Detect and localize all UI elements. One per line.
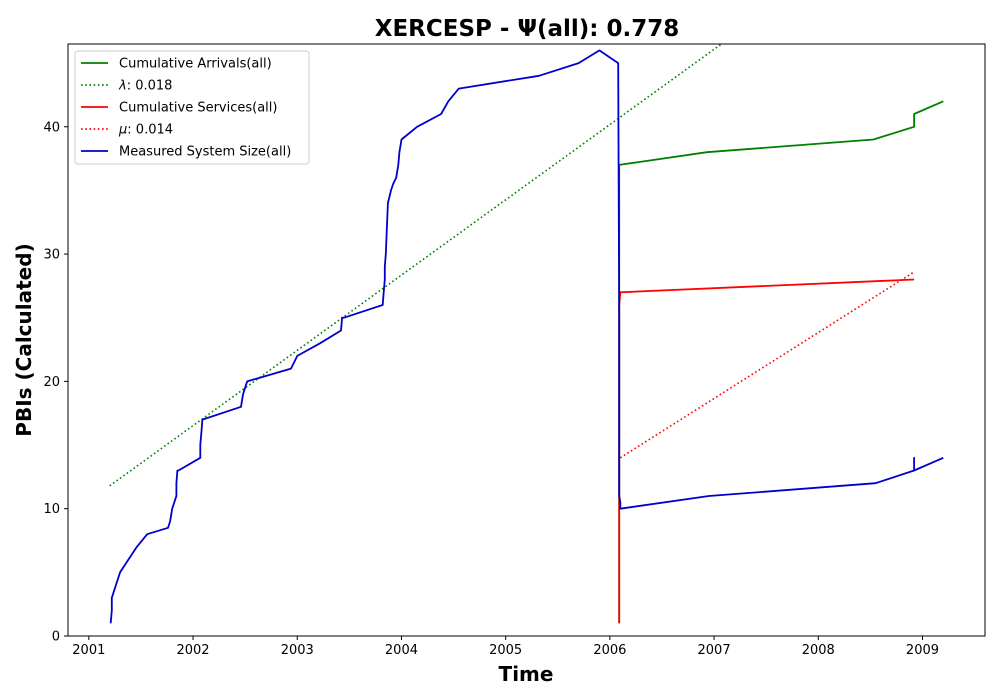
y-axis: 0 10 20 30 40 (43, 120, 68, 645)
legend: Cumulative Arrivals(all) λ: 0.018 Cumulati… (74, 50, 310, 165)
x-axis-title: Time (499, 662, 554, 686)
y-tick-label: 30 (43, 248, 60, 263)
legend-box (74, 50, 310, 165)
x-tick-label: 2003 (281, 643, 314, 658)
legend-label-2: λ: 0.018 (118, 79, 172, 94)
x-tick-label: 2005 (489, 643, 522, 658)
plot-area (109, 44, 944, 624)
x-axis: 2001 2002 2003 2004 2005 2006 2007 2008 2009 (72, 636, 939, 658)
y-tick-label: 10 (43, 502, 60, 517)
legend-label-1: Cumulative Arrivals(all) (119, 57, 272, 72)
y-tick-label: 0 (52, 630, 60, 645)
x-tick-label: 2002 (176, 643, 209, 658)
x-tick-label: 2006 (593, 643, 626, 658)
series-line-5-measured-system-size-all (109, 49, 944, 624)
x-tick-label: 2009 (906, 643, 939, 658)
y-axis-title: PBIs (Calculated) (12, 243, 36, 436)
x-tick-label: 2004 (385, 643, 418, 658)
series-line-4-0-014 (619, 271, 915, 459)
series-line-1-cumulative-arrivals-all (618, 100, 944, 624)
series-line-3-cumulative-services-all (618, 278, 915, 624)
chart-title: XERCESP - Ψ(all): 0.778 (375, 16, 680, 42)
legend-label-5: Measured System Size(all) (119, 145, 291, 160)
legend-label-3: Cumulative Services(all) (119, 101, 277, 116)
x-tick-label: 2008 (802, 643, 835, 658)
x-tick-label: 2001 (72, 643, 105, 658)
y-tick-label: 40 (43, 120, 60, 135)
x-tick-label: 2007 (698, 643, 731, 658)
legend-label-4: μ: 0.014 (118, 123, 173, 138)
plot-frame (67, 43, 986, 637)
y-tick-label: 20 (43, 375, 60, 390)
